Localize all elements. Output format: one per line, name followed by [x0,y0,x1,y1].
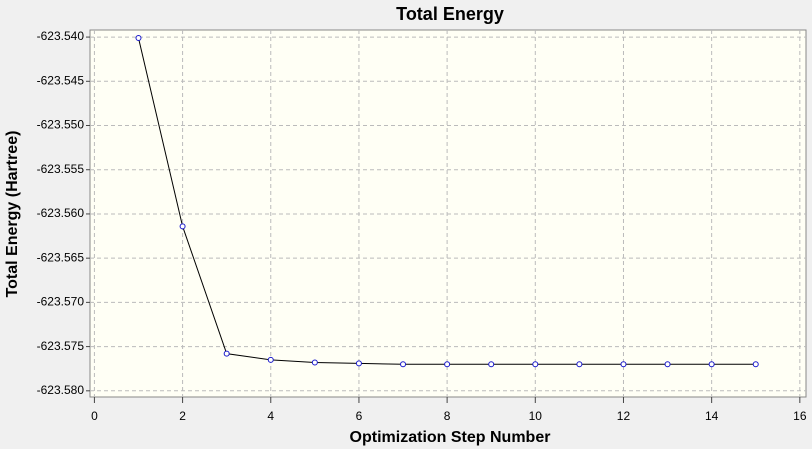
x-tick-label: 6 [356,409,363,423]
marker [355,360,362,367]
x-axis-label: Optimization Step Number [350,429,551,446]
x-tick-label: 14 [705,409,719,423]
y-tick-label: -623.550 [37,118,85,132]
chart-title: Total Energy [396,4,504,24]
y-tick-label: -623.555 [37,162,85,176]
marker [135,34,142,41]
y-tick-label: -623.565 [37,250,85,264]
x-tick-label: 2 [179,409,186,423]
y-axis-label: Total Energy (Hartree) [4,131,21,298]
marker [223,350,230,357]
y-tick-label: -623.575 [37,339,85,353]
marker [752,361,759,368]
marker [179,223,186,230]
y-tick-label: -623.560 [37,206,85,220]
x-tick-label: 8 [444,409,451,423]
y-tick-label: -623.580 [37,383,85,397]
y-tick-label: -623.570 [37,295,85,309]
marker [708,361,715,368]
marker [444,361,451,368]
x-tick-label: 4 [267,409,274,423]
marker [311,359,318,366]
y-tick-label: -623.540 [37,29,85,43]
y-tick-label: -623.545 [37,73,85,87]
x-tick-label: 10 [529,409,543,423]
marker [400,361,407,368]
marker [488,361,495,368]
marker [576,361,583,368]
marker [620,361,627,368]
x-tick-label: 0 [91,409,98,423]
x-tick-label: 16 [793,409,807,423]
marker [532,361,539,368]
marker [267,356,274,363]
marker [664,361,671,368]
x-tick-label: 12 [617,409,631,423]
